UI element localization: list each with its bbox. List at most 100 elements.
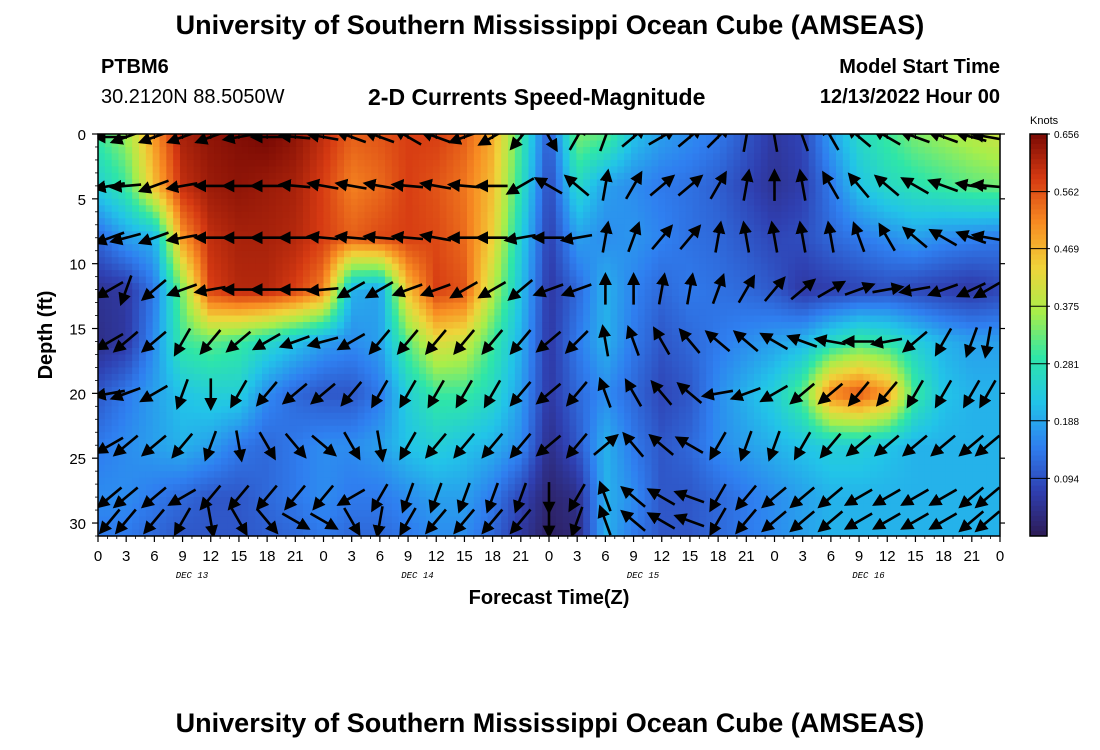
heatmap-cell: [487, 211, 495, 219]
heatmap-cell: [658, 302, 666, 310]
heatmap-cell: [808, 354, 817, 362]
heatmap-cell: [262, 172, 270, 180]
heatmap-cell: [344, 231, 352, 239]
heatmap-cell: [733, 341, 741, 349]
heatmap-cell: [275, 347, 284, 356]
heatmap-cell: [596, 205, 605, 213]
heatmap-cell: [405, 315, 413, 323]
heatmap-cell: [911, 263, 919, 271]
heatmap-cell: [760, 257, 769, 265]
heatmap-cell: [624, 347, 632, 356]
heatmap-cell: [378, 185, 386, 193]
heatmap-cell: [856, 153, 864, 161]
heatmap-cell: [740, 322, 748, 330]
heatmap-cell: [357, 360, 366, 369]
heatmap-cell: [972, 296, 981, 304]
heatmap-cell: [555, 347, 564, 356]
heatmap-cell: [344, 192, 352, 200]
heatmap-cell: [836, 172, 844, 180]
heatmap-cell: [829, 328, 837, 336]
heatmap-cell: [993, 309, 1000, 317]
heatmap-cell: [740, 205, 748, 213]
heatmap-cell: [542, 205, 550, 213]
heatmap-cell: [446, 211, 454, 219]
heatmap-cell: [726, 218, 735, 226]
heatmap-cell: [330, 146, 338, 155]
heatmap-cell: [842, 205, 851, 213]
heatmap-cell: [439, 315, 448, 323]
heatmap-cell: [678, 309, 687, 317]
heatmap-cell: [514, 211, 523, 219]
heatmap-cell: [890, 270, 899, 278]
heatmap-cell: [316, 244, 325, 252]
heatmap-cell: [856, 198, 864, 206]
heatmap-cell: [945, 263, 953, 271]
heatmap-cell: [412, 302, 420, 310]
heatmap-cell: [965, 263, 974, 271]
heatmap-cell: [289, 257, 297, 265]
heatmap-cell: [473, 134, 482, 142]
heatmap-cell: [911, 335, 919, 343]
heatmap-cell: [637, 205, 646, 213]
heatmap-cell: [453, 198, 461, 206]
heatmap-cell: [747, 153, 755, 161]
heatmap-cell: [316, 328, 325, 336]
heatmap-cell: [501, 373, 509, 381]
heatmap-cell: [262, 296, 270, 304]
heatmap-cell: [726, 159, 735, 168]
heatmap-cell: [214, 172, 222, 180]
heatmap-cell: [330, 218, 338, 226]
heatmap-cell: [180, 224, 188, 232]
heatmap-cell: [426, 185, 434, 193]
heatmap-cell: [726, 224, 735, 232]
heatmap-cell: [829, 360, 837, 369]
heatmap-cell: [282, 373, 290, 381]
heatmap-cell: [508, 367, 516, 375]
heatmap-cell: [296, 205, 304, 213]
heatmap-cell: [207, 263, 215, 271]
heatmap-cell: [801, 179, 810, 187]
heatmap-cell: [111, 373, 120, 381]
heatmap-cell: [562, 140, 571, 148]
heatmap-cell: [726, 185, 735, 193]
heatmap-cell: [596, 250, 605, 258]
heatmap-cell: [726, 270, 735, 278]
heatmap-cell: [426, 328, 434, 336]
heatmap-cell: [241, 218, 249, 226]
heatmap-cell: [617, 296, 625, 304]
heatmap-cell: [576, 192, 584, 200]
heatmap-cell: [904, 257, 912, 265]
heatmap-cell: [357, 328, 366, 336]
heatmap-cell: [870, 257, 878, 265]
heatmap-cell: [535, 205, 543, 213]
heatmap-cell: [494, 250, 502, 258]
heatmap-cell: [200, 296, 208, 304]
heatmap-cell: [508, 166, 516, 174]
heatmap-cell: [781, 244, 789, 252]
heatmap-cell: [473, 244, 482, 252]
heatmap-cell: [808, 315, 817, 323]
heatmap-cell: [309, 224, 318, 232]
heatmap-cell: [521, 322, 530, 330]
heatmap-cell: [289, 296, 297, 304]
heatmap-cell: [501, 296, 509, 304]
heatmap-cell: [706, 309, 714, 317]
heatmap-cell: [268, 354, 277, 362]
heatmap-cell: [849, 192, 858, 200]
heatmap-cell: [856, 354, 864, 362]
heatmap-cell: [152, 192, 161, 200]
heatmap-cell: [193, 153, 202, 161]
heatmap-cell: [733, 296, 741, 304]
heatmap-cell: [863, 354, 871, 362]
heatmap-cell: [883, 224, 892, 232]
heatmap-cell: [692, 354, 700, 362]
heatmap-cell: [323, 185, 331, 193]
heatmap-cell: [166, 335, 174, 343]
heatmap-cell: [583, 315, 591, 323]
heatmap-cell: [651, 250, 659, 258]
heatmap-cell: [719, 159, 728, 168]
heatmap-cell: [699, 224, 707, 232]
heatmap-cell: [603, 341, 612, 349]
heatmap-cell: [159, 211, 167, 219]
heatmap-cell: [897, 250, 905, 258]
